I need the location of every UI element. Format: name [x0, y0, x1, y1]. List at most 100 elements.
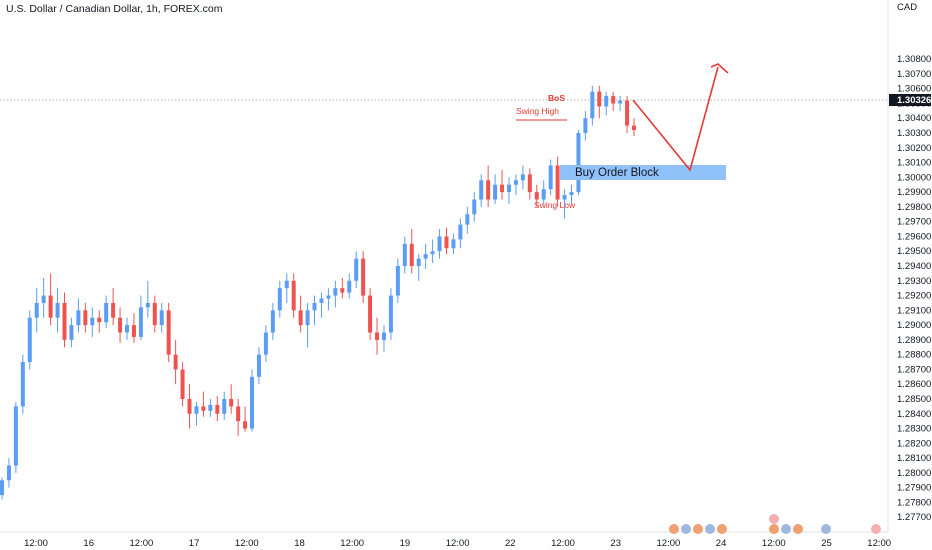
- candle-body: [222, 399, 227, 414]
- candle-body: [173, 354, 178, 370]
- y-tick-label: 1.30600: [897, 84, 931, 95]
- candle-body: [388, 295, 393, 333]
- y-tick-label: 1.28300: [897, 424, 931, 435]
- y-tick-label: 1.29600: [897, 231, 931, 242]
- candle-body: [555, 165, 560, 200]
- candle-body: [340, 288, 345, 293]
- candle-body: [486, 180, 491, 200]
- candle-body: [298, 310, 303, 326]
- candle-body: [326, 295, 331, 299]
- flag-icon: [681, 524, 691, 534]
- candle-body: [465, 214, 470, 225]
- y-tick-label: 1.30300: [897, 128, 931, 139]
- candle-body: [76, 310, 81, 326]
- candle-body: [138, 307, 143, 337]
- candle-body: [152, 302, 157, 326]
- candle-body: [493, 184, 498, 200]
- candle-body: [20, 362, 25, 407]
- candle-body: [291, 280, 296, 311]
- x-axis-ticks: 12:00 16 12:00 17 12:00 18 12:00 19 12:00 22 12:00…: [24, 538, 891, 549]
- candle-body: [83, 310, 88, 326]
- flag-icon: [821, 524, 831, 534]
- y-tick-label: 1.30000: [897, 172, 931, 183]
- candle-body: [312, 302, 317, 311]
- candle-body: [55, 302, 60, 318]
- x-tick-label: 25: [821, 538, 832, 549]
- candle-body: [625, 100, 630, 126]
- y-tick-label: 1.28600: [897, 379, 931, 390]
- candle-body: [263, 332, 268, 355]
- candle-body: [527, 174, 532, 193]
- candle-body: [548, 165, 553, 190]
- y-tick-label: 1.27900: [897, 483, 931, 494]
- candle-body: [104, 302, 109, 323]
- candle-body: [125, 325, 130, 333]
- x-tick-label: 19: [400, 538, 411, 549]
- candle-body: [256, 354, 261, 377]
- projection-arrow: [632, 66, 719, 172]
- x-tick-label: 12:00: [130, 538, 154, 549]
- y-tick-label: 1.30100: [897, 158, 931, 169]
- y-tick-label: 1.28200: [897, 438, 931, 449]
- candle-body: [632, 125, 636, 131]
- candles: [0, 85, 636, 500]
- candle-body: [416, 258, 421, 266]
- last-price-badge: [889, 94, 931, 106]
- y-tick-label: 1.29400: [897, 261, 931, 272]
- y-tick-label: 1.29000: [897, 320, 931, 331]
- y-tick-label: 1.28000: [897, 468, 931, 479]
- y-tick-label: 1.28400: [897, 409, 931, 420]
- candle-body: [375, 332, 380, 340]
- bos-label: BoS: [548, 93, 565, 103]
- y-tick-label: 1.30800: [897, 54, 931, 65]
- y-tick-label: 1.28900: [897, 335, 931, 346]
- y-tick-label: 1.28800: [897, 350, 931, 361]
- candle-body: [48, 295, 53, 318]
- candle-body: [437, 236, 442, 252]
- y-tick-label: 1.28500: [897, 394, 931, 405]
- candle-body: [583, 118, 588, 133]
- y-tick-label: 1.30400: [897, 113, 931, 124]
- candle-body: [458, 224, 463, 240]
- candle-body: [590, 91, 595, 119]
- candle-body: [562, 195, 567, 200]
- buy-order-block[interactable]: [560, 165, 726, 180]
- candle-body: [201, 406, 206, 411]
- candle-body: [423, 254, 428, 259]
- candle-body: [118, 317, 123, 333]
- candle-body: [305, 310, 310, 326]
- candle-body: [520, 174, 525, 181]
- candle-body: [180, 369, 185, 399]
- candle-body: [243, 421, 248, 429]
- candle-body: [618, 100, 623, 104]
- candle-body: [41, 295, 46, 303]
- flag-icon: [669, 524, 679, 534]
- x-tick-label: 22: [505, 538, 516, 549]
- candle-body: [145, 302, 150, 308]
- event-flags[interactable]: [669, 514, 881, 534]
- candle-body: [534, 192, 539, 200]
- candle-body: [319, 298, 324, 303]
- candle-body: [166, 310, 171, 355]
- y-tick-label: 1.29300: [897, 276, 931, 287]
- chart-title: U.S. Dollar / Canadian Dollar, 1h, FOREX…: [6, 3, 223, 15]
- buy-order-block-label: Buy Order Block: [575, 167, 659, 179]
- x-tick-label: 17: [189, 538, 200, 549]
- candle-body: [13, 406, 18, 466]
- candle-body: [395, 266, 400, 296]
- candle-body: [69, 325, 74, 340]
- candle-body: [284, 280, 289, 289]
- y-tick-label: 1.27700: [897, 512, 931, 523]
- candle-body: [159, 310, 164, 326]
- candle-body: [194, 406, 199, 414]
- y-tick-label: 1.30200: [897, 143, 931, 154]
- candle-body: [361, 258, 366, 296]
- y-tick-label: 1.29700: [897, 217, 931, 228]
- candle-body: [333, 288, 338, 296]
- candle-body: [347, 280, 352, 293]
- candle-body: [277, 288, 282, 311]
- candle-body: [354, 258, 359, 281]
- candle-body: [576, 133, 581, 193]
- candle-body: [430, 251, 435, 255]
